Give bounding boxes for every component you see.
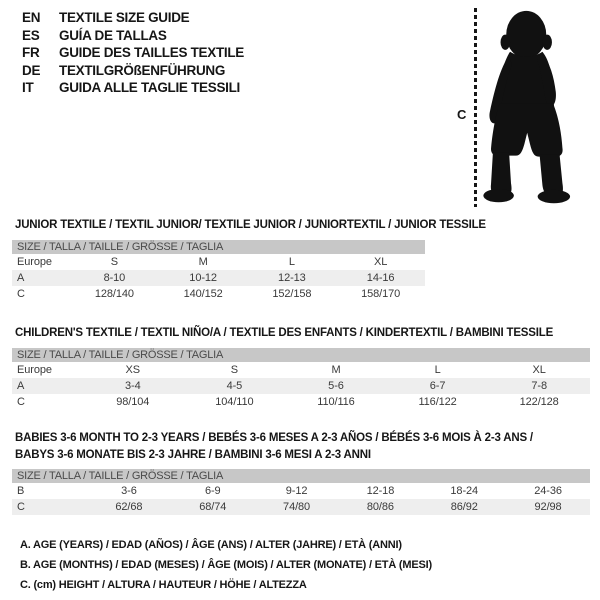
table-row-height: C 128/140 140/152 152/158 158/170 — [12, 286, 425, 302]
table-cell: 12-13 — [278, 272, 306, 284]
legend-notes: A. AGE (YEARS) / EDAD (AÑOS) / ÂGE (ANS)… — [20, 535, 432, 595]
note-age-years: A. AGE (YEARS) / EDAD (AÑOS) / ÂGE (ANS)… — [20, 539, 402, 551]
row-label: A — [17, 380, 25, 392]
table-row-age: A 3-4 4-5 5-6 6-7 7-8 — [12, 378, 590, 394]
table-cell: XS — [125, 364, 141, 376]
row-label: A — [17, 272, 25, 284]
table-cell: 7-8 — [531, 380, 547, 392]
language-code: DE — [22, 62, 41, 78]
table-cell: 116/122 — [418, 396, 457, 408]
toddler-silhouette-icon — [483, 10, 571, 204]
language-row: DE TEXTILGRÖßENFÜHRUNG — [22, 62, 244, 80]
table-cell: 6-9 — [204, 485, 221, 497]
language-title: TEXTILGRÖßENFÜHRUNG — [59, 62, 226, 78]
table-cell: L — [288, 256, 295, 268]
table-cell: M — [198, 256, 208, 268]
table-cell: 62/68 — [115, 501, 143, 513]
table-cell: 12-18 — [366, 485, 395, 497]
table-row-age: A 8-10 10-12 12-13 14-16 — [12, 270, 425, 286]
row-label: B — [17, 485, 25, 497]
row-label: C — [17, 501, 25, 513]
table-cell: 122/128 — [519, 396, 559, 408]
section-children-textile: CHILDREN'S TEXTILE / TEXTIL NIÑO/A / TEX… — [12, 326, 590, 410]
row-label: Europe — [17, 364, 52, 376]
table-cell: 8-10 — [103, 272, 126, 284]
table-cell: L — [434, 364, 441, 376]
row-label: Europe — [17, 256, 52, 268]
table-row-age-months: B 3-6 6-9 9-12 12-18 18-24 24-36 — [12, 483, 590, 499]
section-title: JUNIOR TEXTILE / TEXTIL JUNIOR/ TEXTILE … — [15, 219, 486, 231]
table-cell: 3-6 — [121, 485, 137, 497]
table-cell: 74/80 — [283, 501, 311, 513]
table-row-height: C 62/68 68/74 74/80 80/86 86/92 92/98 — [12, 499, 590, 515]
section-title-line: BABIES 3-6 MONTH TO 2-3 YEARS / BEBÉS 3-… — [15, 432, 533, 444]
section-title: CHILDREN'S TEXTILE / TEXTIL NIÑO/A / TEX… — [15, 327, 554, 339]
table-cell: 98/104 — [116, 396, 150, 408]
language-title: TEXTILE SIZE GUIDE — [59, 10, 190, 26]
table-cell: 5-6 — [328, 380, 344, 392]
table-cell: 18-24 — [450, 485, 479, 497]
table-cell: 92/98 — [534, 501, 562, 513]
table-cell: 6-7 — [429, 380, 446, 392]
language-title: GUÍA DE TALLAS — [59, 27, 167, 43]
table-cell: 104/110 — [215, 396, 254, 408]
table-cell: 158/170 — [361, 288, 401, 300]
table-cell: 140/152 — [183, 288, 223, 300]
table-cell: 10-12 — [189, 272, 217, 284]
height-measure-label: C — [457, 107, 467, 122]
table-cell: 4-5 — [226, 380, 243, 392]
row-label: C — [17, 396, 25, 408]
language-row: FR GUIDE DES TAILLES TEXTILE — [22, 44, 244, 62]
language-row: EN TEXTILE SIZE GUIDE — [22, 9, 244, 27]
language-header: EN TEXTILE SIZE GUIDE ES GUÍA DE TALLAS … — [22, 9, 244, 97]
table-cell: S — [110, 256, 118, 268]
note-age-months: B. AGE (MONTHS) / EDAD (MESES) / ÂGE (MO… — [20, 559, 432, 571]
table-cell: 152/158 — [272, 288, 312, 300]
table-cell: XL — [532, 364, 546, 376]
language-row: ES GUÍA DE TALLAS — [22, 27, 244, 45]
table-row-europe: Europe S M L XL — [12, 254, 425, 270]
size-header-bar: SIZE / TALLA / TAILLE / GRÖSSE / TAGLIA — [12, 240, 425, 254]
table-row-height: C 98/104 104/110 110/116 116/122 122/128 — [12, 394, 590, 410]
language-title: GUIDA ALLE TAGLIE TESSILI — [59, 80, 240, 96]
table-cell: 128/140 — [94, 288, 134, 300]
language-code: IT — [22, 80, 34, 96]
size-header-bar: SIZE / TALLA / TAILLE / GRÖSSE / TAGLIA — [12, 469, 590, 483]
language-code: ES — [22, 27, 40, 43]
section-junior-textile: JUNIOR TEXTILE / TEXTIL JUNIOR/ TEXTILE … — [12, 218, 486, 302]
size-header-bar: SIZE / TALLA / TAILLE / GRÖSSE / TAGLIA — [12, 348, 590, 362]
table-cell: 68/74 — [199, 501, 227, 513]
language-row: IT GUIDA ALLE TAGLIE TESSILI — [22, 79, 244, 97]
table-cell: M — [331, 364, 341, 376]
table-cell: S — [230, 364, 239, 376]
language-code: EN — [22, 10, 41, 26]
table-cell: 9-12 — [285, 485, 308, 497]
language-code: FR — [22, 45, 40, 61]
note-height-cm: C. (cm) HEIGHT / ALTURA / HAUTEUR / HÖHE… — [20, 579, 307, 591]
table-cell: 14-16 — [366, 272, 395, 284]
table-cell: 80/86 — [366, 501, 394, 513]
table-cell: 24-36 — [534, 485, 562, 497]
section-babies-textile: BABIES 3-6 MONTH TO 2-3 YEARS / BEBÉS 3-… — [12, 430, 590, 515]
section-title-line: BABYS 3-6 MONATE BIS 2-3 JAHRE / BAMBINI… — [15, 449, 371, 461]
language-title: GUIDE DES TAILLES TEXTILE — [59, 45, 245, 61]
table-cell: 86/92 — [450, 501, 478, 513]
section-title: BABIES 3-6 MONTH TO 2-3 YEARS / BEBÉS 3-… — [15, 430, 590, 464]
row-label: C — [17, 288, 25, 300]
table-cell: 110/116 — [317, 396, 355, 408]
table-cell: XL — [373, 256, 388, 268]
table-cell: 3-4 — [124, 380, 141, 392]
table-row-europe: Europe XS S M L XL — [12, 362, 590, 378]
height-dashed-line — [474, 8, 477, 207]
